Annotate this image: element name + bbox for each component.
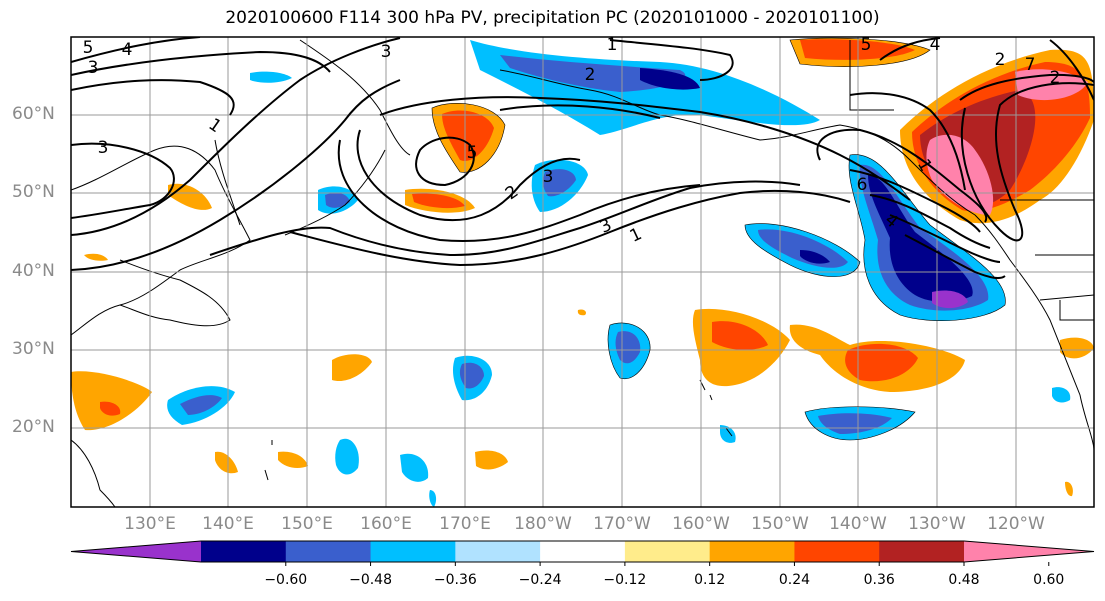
pv-contour-label: 5 <box>861 35 872 55</box>
longitude-label: 150°W <box>751 514 809 534</box>
pv-contours <box>71 37 1094 280</box>
graticule <box>71 37 1094 507</box>
longitude-label: 180°W <box>514 514 572 534</box>
longitude-label: 130°E <box>124 514 176 534</box>
longitude-label: 140°W <box>829 514 887 534</box>
longitude-label: 160°W <box>672 514 730 534</box>
colorbar-tick-label: −0.12 <box>603 572 647 588</box>
latitude-label: 60°N <box>12 104 55 124</box>
colorbar-tick-label: 0.36 <box>863 572 895 588</box>
colorbar-tick-label: −0.36 <box>433 572 477 588</box>
colorbar-segment <box>794 541 880 562</box>
colorbar-segment <box>624 541 711 562</box>
longitude-label: 130°W <box>908 514 966 534</box>
colorbar-extend-high <box>964 541 1094 562</box>
pv-contour-label: 3 <box>98 138 109 158</box>
colorbar-tick-label: 0.24 <box>778 572 811 588</box>
pv-contour-label: 2 <box>1050 68 1061 88</box>
pv-contour-label: 4 <box>122 40 133 60</box>
map-title: 2020100600 F114 300 hPa PV, precipitatio… <box>225 8 880 28</box>
latitude-label: 20°N <box>12 417 55 437</box>
pv-contour-label: 2 <box>995 50 1006 70</box>
colorbar-tick-label: 0.48 <box>948 572 980 588</box>
pv-contour-label: 5 <box>467 143 478 163</box>
colorbar-segment <box>455 541 541 562</box>
pv-contour-label: 6 <box>857 175 868 195</box>
colorbar-segment <box>285 541 372 562</box>
map-border <box>70 36 1095 508</box>
pv-contour-label: 5 <box>83 38 94 58</box>
latitude-label: 40°N <box>12 261 55 281</box>
colorbar-tick-label: 0.60 <box>1033 572 1065 588</box>
colorbar-outline <box>70 540 1095 563</box>
colorbar-tick-label: −0.24 <box>518 572 562 588</box>
pv-contour-label: 1 <box>607 35 618 55</box>
pv-contour-label: 3 <box>543 167 554 187</box>
longitude-label: 120°W <box>987 514 1045 534</box>
colorbar-segment <box>370 541 456 562</box>
colorbar-segment <box>709 541 795 562</box>
colorbar-tick-label: −0.48 <box>349 572 392 588</box>
coastlines <box>71 39 1094 507</box>
pv-contour-label: 3 <box>88 58 99 78</box>
pv-contour-label: 2 <box>585 65 596 85</box>
longitude-label: 140°E <box>202 514 254 534</box>
longitude-label: 170°W <box>593 514 651 534</box>
pv-contour-label: 4 <box>930 35 941 55</box>
pv-contour-label: 3 <box>381 42 392 62</box>
longitude-label: 160°E <box>360 514 412 534</box>
colorbar-tick-label: −0.60 <box>264 572 308 588</box>
colorbar-extend-low <box>71 541 201 562</box>
precip-outlines <box>431 37 1006 441</box>
colorbar-segment <box>540 541 626 562</box>
colorbar <box>70 540 1095 566</box>
pv-contour-label: 7 <box>1025 55 1036 75</box>
colorbar-segment <box>201 541 287 562</box>
colorbar-segment <box>879 541 965 562</box>
longitude-label: 150°E <box>281 514 333 534</box>
colorbar-tick-label: 0.12 <box>694 572 726 588</box>
longitude-label: 170°E <box>439 514 491 534</box>
latitude-label: 30°N <box>12 339 55 359</box>
latitude-label: 50°N <box>12 182 55 202</box>
